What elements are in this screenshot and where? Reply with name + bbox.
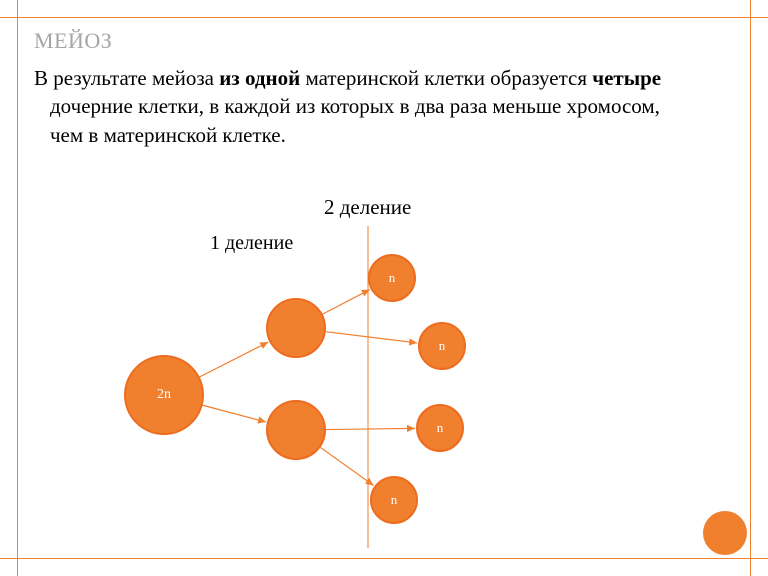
- edge: [320, 447, 373, 485]
- edge-arrowhead: [257, 417, 266, 424]
- edge: [200, 342, 269, 377]
- slide: МЕЙОЗ В результате мейоза из одной матер…: [0, 0, 768, 576]
- edge-arrowhead: [365, 478, 374, 486]
- diagram-edges: [0, 0, 768, 576]
- edge: [326, 332, 417, 343]
- edge-arrowhead: [409, 338, 417, 345]
- corner-accent-circle: [703, 511, 747, 555]
- edge: [326, 428, 415, 429]
- edge-arrowhead: [407, 425, 415, 432]
- edge: [203, 405, 266, 422]
